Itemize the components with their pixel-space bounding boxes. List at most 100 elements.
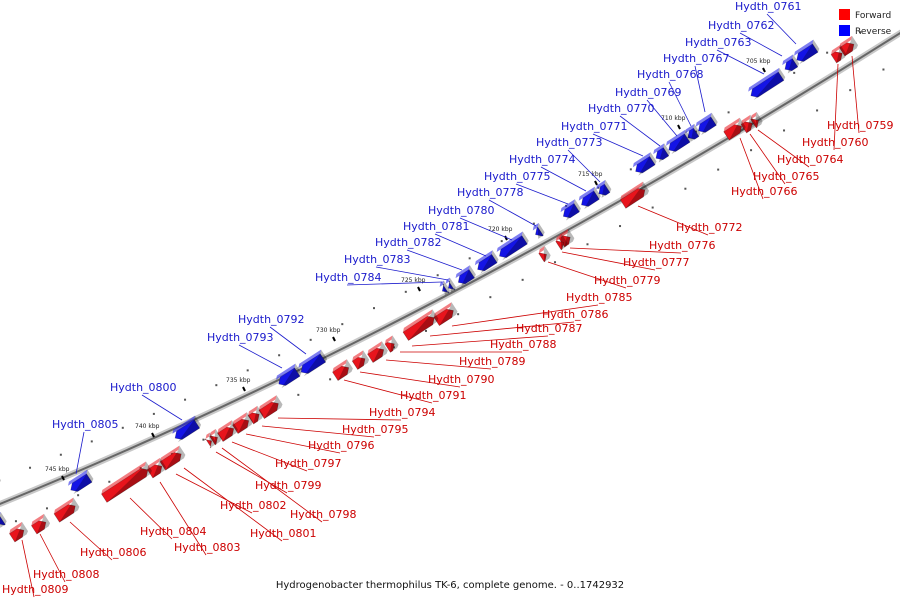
gene-label-forward[interactable]: Hydth_0765 [753, 170, 820, 183]
gene-label-forward[interactable]: Hydth_0766 [731, 185, 798, 198]
gene-label-reverse[interactable]: Hydth_0793 [207, 331, 274, 344]
gene-arrow-forward[interactable] [557, 228, 575, 248]
gene-label-forward[interactable]: Hydth_0764 [777, 153, 844, 166]
gene-label-reverse[interactable]: Hydth_0775 [484, 170, 551, 183]
gene-label-reverse[interactable]: Hydth_0767 [663, 52, 730, 65]
gene-label-forward[interactable]: Hydth_0786 [542, 308, 609, 321]
gene-label-forward[interactable]: Hydth_0803 [174, 541, 241, 554]
gene-arrow-reverse[interactable] [694, 112, 719, 136]
gene-label-forward[interactable]: Hydth_0788 [490, 338, 557, 351]
gene-arrow-reverse[interactable] [495, 231, 530, 261]
gene-label-reverse[interactable]: Hydth_0761 [735, 0, 802, 13]
gene-arrow-forward[interactable] [52, 497, 80, 523]
gene-arrow-forward[interactable] [208, 429, 223, 446]
gene-arrow-forward[interactable] [619, 181, 650, 209]
gene-label-forward[interactable]: Hydth_0795 [342, 423, 409, 436]
gene-arrow-reverse[interactable] [66, 469, 94, 495]
gene-arrow-reverse[interactable] [577, 186, 602, 210]
gene-arrow-forward[interactable] [351, 350, 371, 370]
gene-arrow-reverse[interactable] [683, 123, 701, 142]
gene-arrow-reverse[interactable] [747, 67, 787, 100]
gene-arrow-forward[interactable] [203, 432, 217, 449]
gene-label-reverse[interactable]: Hydth_0800 [110, 381, 177, 394]
gene-label-forward[interactable]: Hydth_0794 [369, 406, 436, 419]
gene-label-forward[interactable]: Hydth_0801 [250, 527, 317, 540]
gene-label-forward[interactable]: Hydth_0809 [2, 583, 69, 596]
gene-label-reverse[interactable]: Hydth_0769 [615, 86, 682, 99]
gene-label-reverse[interactable]: Hydth_0768 [637, 68, 704, 81]
gene-arrow-reverse[interactable] [274, 363, 302, 389]
gene-label-forward[interactable]: Hydth_0806 [80, 546, 147, 559]
gene-arrow-forward[interactable] [231, 412, 254, 434]
gene-arrow-forward[interactable] [100, 461, 153, 503]
gene-arrow-reverse[interactable] [531, 223, 546, 239]
gene-label-forward[interactable]: Hydth_0777 [623, 256, 690, 269]
gene-label-forward[interactable]: Hydth_0772 [676, 221, 743, 234]
gene-arrow-forward[interactable] [216, 420, 239, 442]
gene-label-reverse[interactable]: Hydth_0781 [403, 220, 470, 233]
gene-label-reverse[interactable]: Hydth_0778 [457, 186, 524, 199]
gene-label-forward[interactable]: Hydth_0787 [516, 322, 583, 335]
gene-arrow-reverse[interactable] [454, 265, 477, 287]
gene-arrow-forward[interactable] [401, 309, 439, 341]
gene-label-forward[interactable]: Hydth_0776 [649, 239, 716, 252]
gene-arrow-reverse[interactable] [438, 280, 451, 296]
gene-label-reverse[interactable]: Hydth_0774 [509, 153, 576, 166]
gene-arrow-forward[interactable] [257, 395, 283, 420]
gene-label-forward[interactable]: Hydth_0779 [594, 274, 661, 287]
gene-label-forward[interactable]: Hydth_0790 [428, 373, 495, 386]
gene-arrow-forward[interactable] [739, 114, 757, 134]
gene-label-forward[interactable]: Hydth_0799 [255, 479, 322, 492]
gene-label-reverse[interactable]: Hydth_0773 [536, 136, 603, 149]
gene-label-forward[interactable]: Hydth_0785 [566, 291, 633, 304]
gene-label-forward[interactable]: Hydth_0804 [140, 525, 207, 538]
gene-arrow-forward[interactable] [158, 445, 186, 471]
gene-label-forward[interactable]: Hydth_0797 [275, 457, 342, 470]
gene-arrow-reverse[interactable] [664, 129, 692, 155]
gene-arrow-reverse[interactable] [594, 179, 612, 198]
gene-label-reverse[interactable]: Hydth_0780 [428, 204, 495, 217]
gene-label-forward[interactable]: Hydth_0789 [459, 355, 526, 368]
gene-arrow-forward[interactable] [331, 359, 354, 381]
gene-label-forward[interactable]: Hydth_0791 [400, 389, 467, 402]
gene-arrow-forward[interactable] [838, 35, 859, 57]
gene-label-reverse[interactable]: Hydth_0783 [344, 253, 411, 266]
gene-label-forward[interactable]: Hydth_0796 [308, 439, 375, 452]
gene-arrow-forward[interactable] [432, 302, 458, 327]
gene-label-reverse[interactable]: Hydth_0770 [588, 102, 655, 115]
gene-label-reverse[interactable]: Hydth_0792 [238, 313, 305, 326]
gene-arrow-forward[interactable] [829, 44, 847, 64]
gene-label-forward[interactable]: Hydth_0808 [33, 568, 100, 581]
gene-label-reverse[interactable]: Hydth_0805 [52, 418, 119, 431]
gene-label-forward[interactable]: Hydth_0760 [802, 136, 869, 149]
gene-arrow-reverse[interactable] [473, 250, 499, 274]
gene-arrow-forward[interactable] [366, 341, 389, 363]
gene-arrow-reverse[interactable] [559, 199, 582, 221]
gene-arrow-forward[interactable] [537, 246, 552, 263]
gene-arrow-forward[interactable] [8, 521, 29, 543]
gene-label-reverse[interactable]: Hydth_0782 [375, 236, 442, 249]
gene-arrow-forward[interactable] [383, 335, 399, 353]
gene-label-reverse[interactable]: Hydth_0763 [685, 36, 752, 49]
gene-label-forward[interactable]: Hydth_0759 [827, 119, 894, 132]
gene-arrow-forward[interactable] [146, 457, 167, 479]
gene-label-reverse[interactable]: Hydth_0771 [561, 120, 628, 133]
gene-arrow-forward[interactable] [554, 234, 569, 251]
gene-arrow-reverse[interactable] [0, 512, 8, 528]
gene-arrow-reverse[interactable] [444, 277, 457, 293]
gene-label-reverse[interactable]: Hydth_0784 [315, 271, 382, 284]
legend-forward-label: Forward [855, 11, 891, 21]
gene-arrow-reverse[interactable] [631, 152, 657, 176]
gene-arrow-reverse[interactable] [652, 143, 672, 163]
gene-arrow-forward[interactable] [30, 513, 51, 535]
gene-arrow-reverse[interactable] [171, 415, 202, 443]
gene-arrow-forward[interactable] [749, 112, 764, 129]
gene-arrow-forward[interactable] [722, 117, 747, 141]
gene-arrow-forward[interactable] [246, 405, 264, 425]
gene-label-reverse[interactable]: Hydth_0762 [708, 19, 775, 32]
gene-arrow-reverse[interactable] [792, 39, 820, 65]
gene-label-forward[interactable]: Hydth_0802 [220, 499, 287, 512]
gene-arrow-reverse[interactable] [297, 349, 328, 377]
gene-label-forward[interactable]: Hydth_0798 [290, 508, 357, 521]
gene-arrow-reverse[interactable] [781, 54, 801, 74]
